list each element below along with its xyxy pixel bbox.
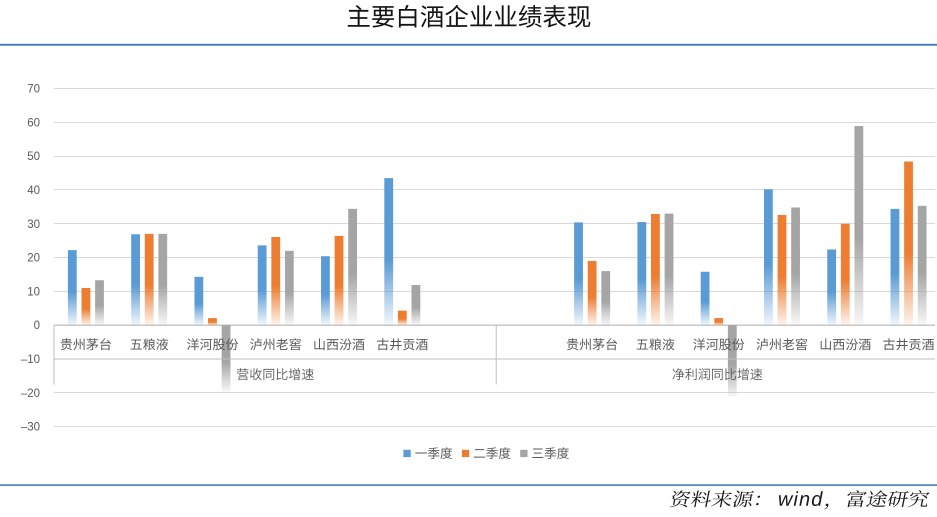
svg-text:–30: –30	[21, 422, 40, 434]
svg-text:–10: –10	[21, 354, 40, 366]
svg-text:10: 10	[27, 286, 40, 298]
svg-text:60: 60	[27, 117, 40, 129]
svg-text:0: 0	[34, 320, 40, 332]
svg-text:50: 50	[27, 151, 40, 163]
svg-text:20: 20	[27, 253, 40, 265]
svg-text:30: 30	[27, 219, 40, 231]
svg-text:70: 70	[27, 84, 40, 96]
svg-text:40: 40	[27, 185, 40, 197]
svg-text:–20: –20	[21, 388, 40, 400]
